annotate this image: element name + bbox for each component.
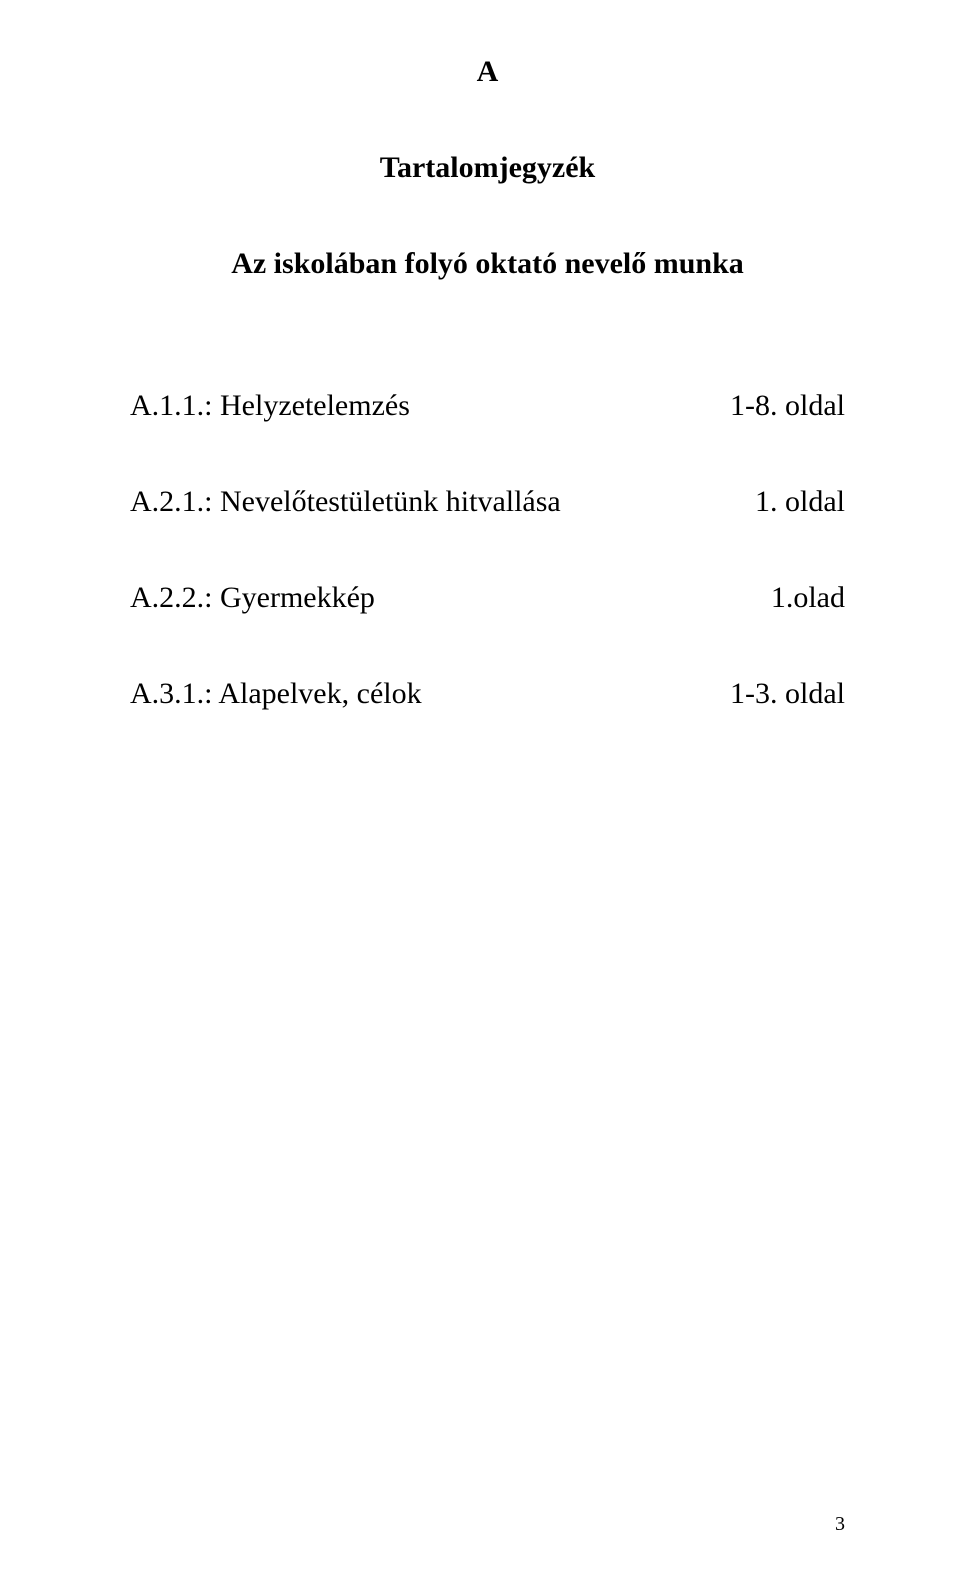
toc-label: A.1.1.: Helyzetelemzés bbox=[130, 389, 730, 423]
section-label: A bbox=[130, 55, 845, 89]
toc-row: A.1.1.: Helyzetelemzés 1-8. oldal bbox=[130, 389, 845, 423]
toc-page: 1.olad bbox=[771, 581, 845, 615]
toc-page: 1-8. oldal bbox=[730, 389, 845, 423]
toc-label: A.2.2.: Gyermekkép bbox=[130, 581, 771, 615]
toc-label: A.2.1.: Nevelőtestületünk hitvallása bbox=[130, 485, 755, 519]
toc-page: 1-3. oldal bbox=[730, 677, 845, 711]
toc-row: A.3.1.: Alapelvek, célok 1-3. oldal bbox=[130, 677, 845, 711]
page-number: 3 bbox=[835, 1513, 845, 1536]
toc-row: A.2.2.: Gyermekkép 1.olad bbox=[130, 581, 845, 615]
page-subtitle: Az iskolában folyó oktató nevelő munka bbox=[130, 247, 845, 281]
toc-page: 1. oldal bbox=[755, 485, 845, 519]
page-title: Tartalomjegyzék bbox=[130, 151, 845, 185]
toc-row: A.2.1.: Nevelőtestületünk hitvallása 1. … bbox=[130, 485, 845, 519]
toc-label: A.3.1.: Alapelvek, célok bbox=[130, 677, 730, 711]
